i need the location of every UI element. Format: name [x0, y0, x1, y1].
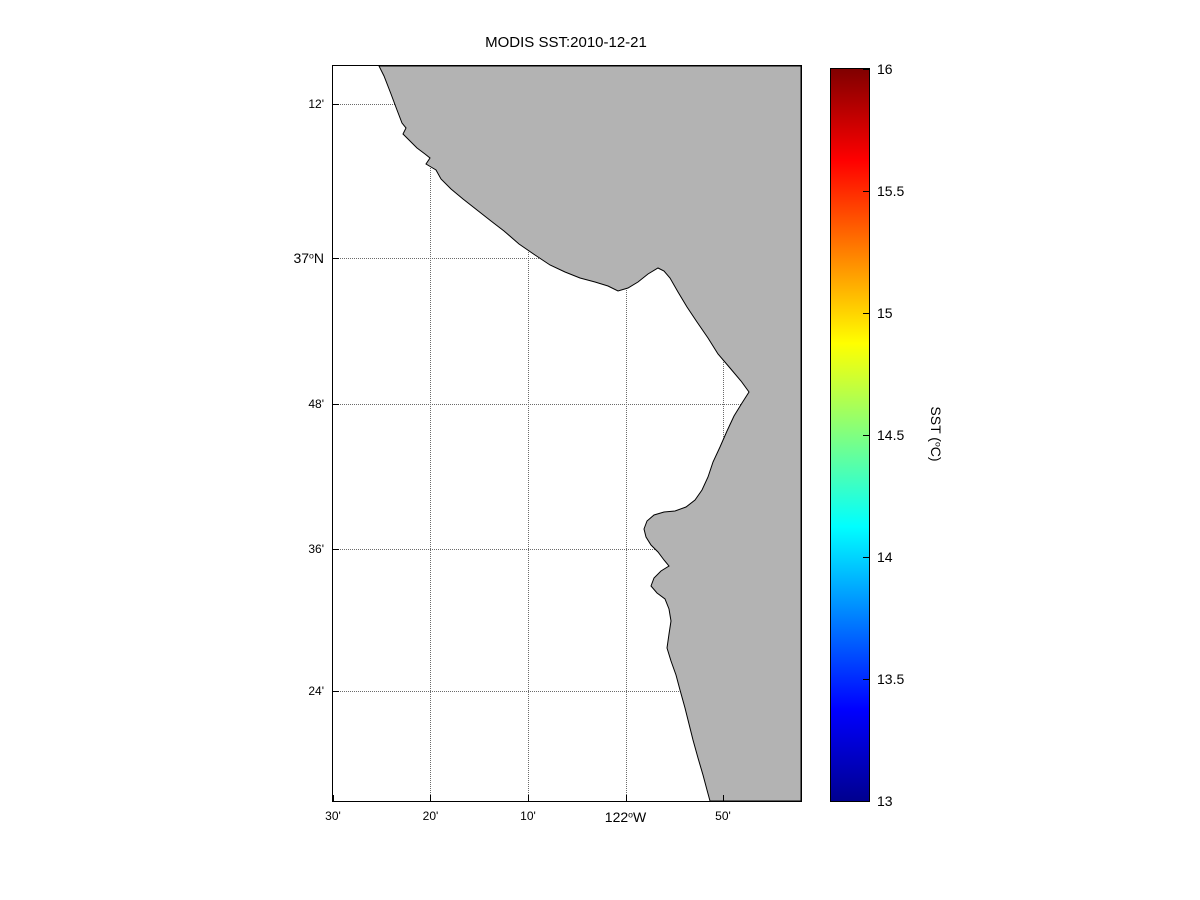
y-tick-label: 48' — [308, 397, 324, 412]
land-polygon — [378, 66, 801, 801]
y-tick-mark — [333, 104, 339, 106]
plot-title: MODIS SST:2010-12-21 — [485, 34, 647, 51]
y-tick-label: 24' — [308, 683, 324, 698]
colorbar-tick-mark — [863, 191, 869, 193]
colorbar-tick-mark — [863, 69, 869, 70]
x-tick-mark — [625, 795, 627, 801]
x-tick-mark — [430, 795, 432, 801]
x-tick-mark — [333, 795, 334, 801]
y-tick-label: 36' — [308, 541, 324, 556]
colorbar-tick-label: 13.5 — [877, 670, 905, 687]
x-tick-label: 50' — [715, 809, 731, 823]
colorbar-tick-label: 14 — [877, 549, 893, 566]
x-tick-label: 10' — [520, 809, 536, 823]
colorbar-tick-mark — [863, 435, 869, 436]
grid-line-x — [625, 66, 627, 801]
land-svg — [378, 66, 801, 801]
y-tick-label: 37oN — [293, 249, 324, 266]
grid-line-x — [528, 66, 529, 801]
colorbar: 16 15.5 15 14.5 14 13.5 13 — [830, 61, 904, 809]
grid-line-y — [333, 690, 801, 692]
colorbar-tick-label: 15.5 — [877, 183, 905, 200]
plot-area: 30' 20' 10' 122oW 50' 12' 37oN 48' 36' 24' — [293, 65, 802, 825]
y-tick-mark — [333, 690, 339, 692]
x-tick-mark — [528, 795, 529, 801]
colorbar-tick-mark — [863, 557, 869, 559]
colorbar-tick-label: 16 — [877, 61, 893, 77]
colorbar-tick-mark — [863, 678, 869, 680]
colorbar-label-pre: SST ( — [928, 406, 944, 442]
x-tick-label: 30' — [325, 809, 341, 823]
grid-line-x — [722, 66, 724, 801]
y-tick-label: 12' — [308, 97, 324, 112]
colorbar-tick-label: 15 — [877, 304, 893, 321]
y-tick-mark — [333, 548, 339, 550]
grid-line-y — [333, 548, 801, 550]
colorbar-tick-label: 14.5 — [877, 427, 905, 443]
colorbar-tick-mark — [863, 312, 869, 314]
colorbar-label: SST (oC) — [928, 406, 944, 461]
colorbar-label-post: C) — [928, 446, 944, 462]
colorbar-tick-mark — [863, 801, 869, 802]
grid-line-x — [430, 66, 432, 801]
y-tick-mark — [333, 404, 339, 406]
y-tick-mark — [333, 257, 339, 259]
x-tick-mark — [722, 795, 724, 801]
x-tick-label: 20' — [422, 809, 439, 823]
colorbar-tick-label: 13 — [877, 793, 893, 809]
grid-line-y — [333, 404, 801, 406]
x-tick-label: 122oW — [604, 809, 647, 825]
